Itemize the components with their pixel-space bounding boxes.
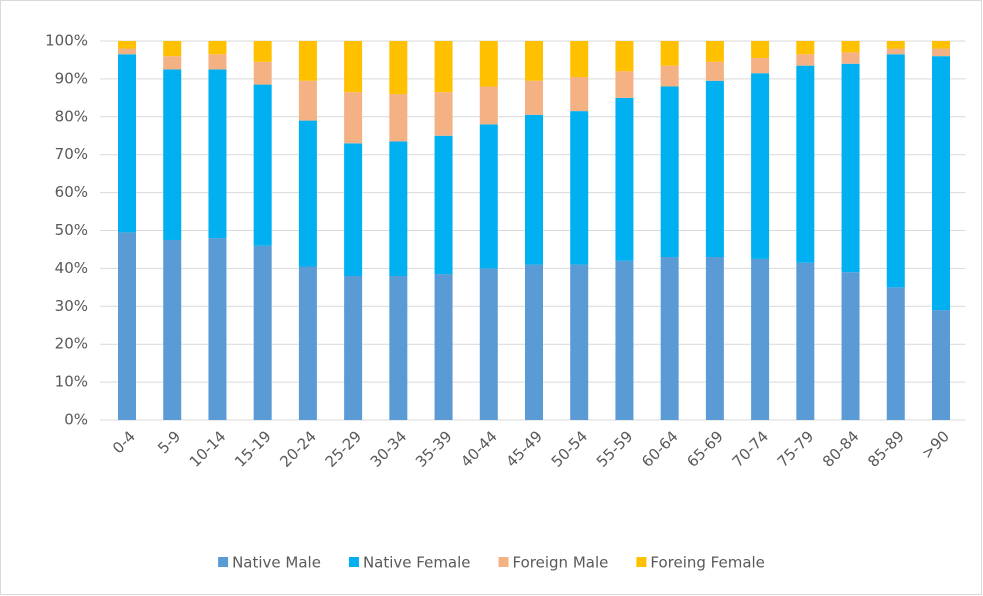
bar-segment — [886, 41, 905, 49]
y-tick-label: 90% — [55, 69, 88, 87]
bar-segment — [751, 41, 770, 59]
y-tick-label: 100% — [45, 32, 88, 50]
legend-swatch — [498, 557, 509, 567]
bar-segment — [841, 52, 860, 64]
bar-segment — [841, 63, 860, 273]
y-tick-label: 50% — [55, 221, 88, 239]
bar-segment — [389, 41, 408, 95]
bar-segment — [705, 41, 724, 62]
bar-segment — [886, 54, 905, 288]
bar-segment — [570, 264, 589, 420]
bar-segment — [931, 56, 950, 311]
bar-segment — [208, 69, 227, 239]
bar-segment — [660, 65, 679, 87]
bar-segment — [344, 275, 363, 420]
bar-segment — [886, 48, 905, 55]
bar-segment — [615, 97, 634, 261]
bar-segment — [660, 86, 679, 258]
y-tick-label: 10% — [55, 373, 88, 391]
bar-segment — [479, 268, 498, 420]
bar-segment — [660, 257, 679, 420]
bar-segment — [570, 77, 589, 112]
bar-segment — [525, 114, 543, 265]
y-tick-label: 30% — [55, 297, 88, 315]
bar-segment — [886, 287, 905, 420]
bar-segment — [841, 272, 860, 420]
legend-swatch — [348, 557, 359, 567]
y-tick-label: 60% — [55, 183, 88, 201]
bar-segment — [208, 238, 227, 420]
bar-segment — [163, 69, 182, 240]
bar-segment — [660, 41, 679, 66]
bar-segment — [434, 274, 453, 420]
bar-segment — [344, 92, 363, 144]
bar-segment — [389, 94, 408, 142]
bar-segment — [931, 48, 950, 57]
bar-segment — [705, 61, 724, 81]
bar-segment — [298, 41, 317, 81]
bar-segment — [298, 120, 317, 267]
bar-segment — [118, 54, 137, 233]
bar-segment — [344, 41, 363, 93]
bar-segment — [615, 71, 634, 98]
bar-segment — [253, 245, 272, 420]
bar-segment — [705, 80, 724, 258]
y-tick-label: 80% — [55, 107, 88, 125]
bar-segment — [298, 80, 317, 121]
bar-segment — [208, 41, 227, 55]
bar-segment — [796, 65, 815, 263]
bar-segment — [479, 86, 498, 125]
bar-segment — [344, 143, 363, 276]
bar-segment — [389, 275, 408, 420]
bar-segment — [253, 61, 272, 85]
bar-segment — [118, 41, 137, 49]
bar-segment — [751, 58, 770, 74]
bar-segment — [298, 266, 317, 420]
bar-segment — [208, 54, 227, 70]
bar-segment — [931, 310, 950, 420]
legend-swatch — [218, 557, 229, 567]
legend-swatch — [636, 557, 647, 567]
bar-segment — [570, 111, 589, 265]
bar-segment — [163, 239, 182, 420]
y-tick-label: 0% — [64, 411, 88, 429]
bar-segment — [118, 232, 137, 420]
bar-segment — [751, 258, 770, 420]
y-tick-label: 20% — [55, 335, 88, 353]
bar-segment — [253, 84, 272, 246]
bar-segment — [796, 262, 815, 420]
legend-label: Native Male — [232, 554, 321, 572]
legend-label: Native Female — [363, 554, 471, 572]
legend-label: Foreign Male — [513, 554, 609, 572]
bar-segment — [434, 135, 453, 275]
bar-segment — [751, 73, 770, 259]
bar-segment — [615, 41, 634, 72]
bar-segment — [931, 41, 950, 49]
bar-segment — [525, 80, 543, 115]
bar-segment — [253, 41, 272, 62]
bar-segment — [796, 54, 815, 66]
bar-segment — [615, 260, 634, 420]
y-tick-label: 70% — [55, 145, 88, 163]
bar-segment — [570, 41, 589, 78]
bar-segment — [705, 257, 724, 420]
bar-segment — [525, 264, 543, 420]
bar-segment — [525, 41, 543, 81]
bar-segment — [841, 41, 860, 53]
bar-segment — [479, 124, 498, 269]
bar-segment — [434, 92, 453, 136]
bar-segment — [796, 41, 815, 55]
bar-segment — [163, 41, 182, 57]
bar-segment — [389, 141, 408, 276]
bar-segment — [163, 56, 182, 70]
bar-segment — [118, 48, 137, 55]
bar-segment — [434, 41, 453, 93]
legend-label: Foreing Female — [650, 554, 765, 572]
y-tick-label: 40% — [55, 259, 88, 277]
bar-segment — [479, 41, 498, 87]
